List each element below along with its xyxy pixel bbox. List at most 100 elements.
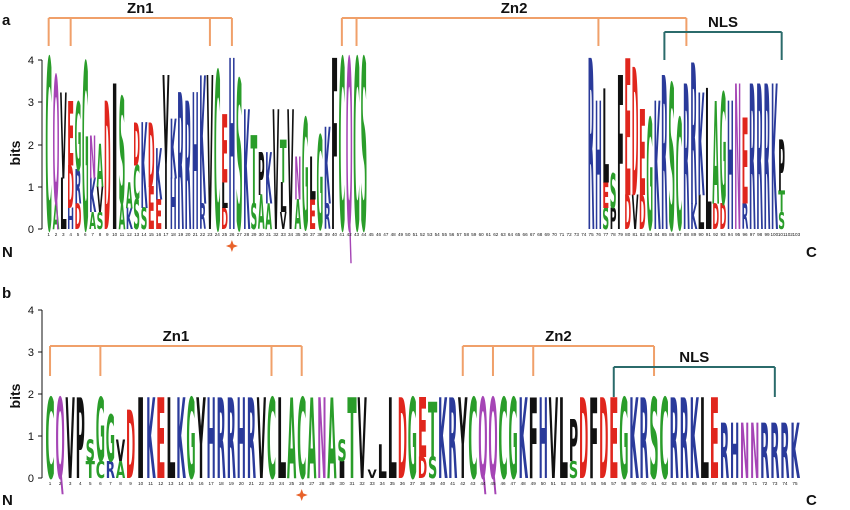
panel-a-pos-85: 85	[662, 232, 668, 237]
panel-b-c-terminus: C	[806, 492, 817, 509]
panel-a-letter-84-0: K	[654, 66, 661, 271]
panel-a-pos-79: 79	[618, 232, 624, 237]
panel-b-letter-24-0: L	[277, 375, 286, 504]
panel-a-letter-79-0: F	[617, 35, 624, 280]
panel-a-pos-38: 38	[317, 232, 323, 237]
panel-a-letter-16-0: E	[155, 191, 162, 239]
panel-a-ytick-2: 2	[28, 140, 34, 152]
panel-b-letter-4-0: P	[76, 375, 85, 504]
panel-b-pos-9: 9	[129, 481, 132, 486]
panel-a-letter-33-0: V	[280, 209, 287, 236]
panel-a-letter-90-1: K	[698, 65, 705, 229]
panel-a-letter-97-0: R	[749, 45, 756, 277]
panel-a-pos-100: 100	[771, 232, 779, 237]
panel-b-letter-14-0: K	[176, 375, 186, 504]
panel-a-bracket-zn1-label: Zn1	[127, 0, 154, 17]
panel-a-pos-55: 55	[442, 232, 448, 237]
panel-b-pos-32: 32	[360, 481, 366, 486]
panel-a-letter-7-0: A	[89, 209, 96, 236]
panel-b-label: b	[2, 285, 11, 302]
panel-b-letter-65-0: K	[690, 375, 700, 504]
panel-a-letter-2-0: A	[53, 196, 60, 238]
panel-a-letter-4-1: D	[67, 154, 74, 222]
panel-b-pos-30: 30	[339, 481, 345, 486]
panel-b-letter-19-0: R	[227, 375, 236, 504]
panel-b-star-marker-icon	[295, 489, 308, 501]
panel-b-letter-66-0: L	[700, 375, 709, 504]
panel-a-pos-69: 69	[545, 232, 551, 237]
panel-b-pos-15: 15	[188, 481, 194, 486]
panel-a-letter-88-0: R	[683, 45, 690, 277]
panel-b-pos-72: 72	[762, 481, 768, 486]
panel-a-letter-15-0: E	[148, 175, 155, 243]
panel-a-pos-44: 44	[361, 232, 367, 237]
panel-a-pos-83: 83	[647, 232, 653, 237]
panel-b-letter-63-0: R	[670, 375, 679, 504]
panel-a-letter-31-0: A	[265, 196, 272, 238]
panel-a-letter-14-1: K	[141, 99, 148, 236]
panel-a-pos-47: 47	[383, 232, 389, 237]
panel-a-pos-94: 94	[728, 232, 734, 237]
panel-b-letter-33-0: V	[368, 467, 377, 481]
panel-a-letter-6-0: G	[82, 18, 89, 284]
panel-b-pos-61: 61	[651, 481, 657, 486]
panel-b-pos-16: 16	[198, 481, 204, 486]
panel-a-letter-77-1: E	[602, 175, 609, 217]
panel-a-pos-62: 62	[493, 232, 499, 237]
panel-b-pos-69: 69	[732, 481, 738, 486]
panel-b-letter-75-0: K	[790, 410, 800, 498]
panel-a-pos-24: 24	[215, 232, 221, 237]
panel-a-pos-103: 103	[792, 232, 800, 237]
panel-a-letter-10-0: I	[111, 45, 118, 277]
panel-a-letter-76-0: H	[595, 66, 602, 271]
panel-b-letter-10-0: I	[136, 375, 145, 504]
panel-b-pos-14: 14	[178, 481, 184, 486]
panel-b-letter-42-0: Y	[458, 375, 468, 504]
panel-b-ytick-0: 0	[28, 473, 34, 485]
panel-a-letter-5-2: G	[75, 84, 82, 193]
panel-a-letter-96-0: R	[742, 196, 749, 238]
panel-b-pos-46: 46	[500, 481, 506, 486]
panel-b-pos-59: 59	[631, 481, 637, 486]
panel-b-positions: 1 2 3 4 5 6 7 8 9 10 11 12 13 14 15 16 17 18 19 20 21 22 23 24 2…	[49, 481, 798, 486]
panel-b-letter-64-0: R	[680, 375, 689, 504]
panel-a-letter-89-1: R	[690, 25, 697, 250]
panel-a-ytick-1: 1	[28, 182, 34, 194]
panel-b-letter-32-0: V	[357, 375, 366, 504]
panel-a-letter-5-0: D	[75, 196, 82, 238]
panel-a-letter-11-0: A	[119, 196, 126, 238]
panel-b-letter-68-0: R	[720, 410, 729, 498]
panel-a-pos-58: 58	[464, 232, 470, 237]
panel-a-letter-17-0: Y	[162, 35, 169, 280]
panel-a-pos-8: 8	[99, 232, 102, 237]
panel-b-letter-8-1: V	[116, 434, 126, 468]
panel-b-letter-36-0: D	[398, 375, 407, 504]
panel-b-letter-6-0: C	[96, 458, 105, 485]
panel-b-pos-1: 1	[49, 481, 52, 486]
panel-a-pos-13: 13	[134, 232, 140, 237]
panel-b-pos-26: 26	[299, 481, 305, 486]
panel-a-star-marker-icon	[225, 240, 238, 252]
panel-b-letter-53-1: P	[569, 409, 578, 476]
panel-a-pos-86: 86	[669, 232, 675, 237]
panel-a-letter-7-2: N	[89, 125, 96, 193]
panel-a-pos-75: 75	[589, 232, 595, 237]
panel-a-letter-77-2: L	[602, 62, 609, 213]
panel-a-y-axis: 0 1 2 3 4	[28, 55, 43, 236]
panel-b-letter-6-1: G	[96, 380, 105, 482]
panel-b-pos-58: 58	[621, 481, 627, 486]
panel-a-letter-37-1: L	[309, 146, 316, 214]
panel-b-letter-59-0: K	[629, 375, 639, 504]
panel-a-ytick-0: 0	[28, 224, 34, 236]
panel-a-pos-30: 30	[259, 232, 265, 237]
panel-a-pos-91: 91	[706, 232, 712, 237]
panel-a-pos-74: 74	[581, 232, 587, 237]
panel-a-letter-18-1: K	[170, 104, 177, 199]
panel-b-pos-3: 3	[69, 481, 72, 486]
panel-a-pos-35: 35	[295, 232, 301, 237]
panel-a-letter-96-1: E	[742, 95, 749, 232]
panel-a-pos-96: 96	[742, 232, 748, 237]
panel-a-pos-9: 9	[106, 232, 109, 237]
